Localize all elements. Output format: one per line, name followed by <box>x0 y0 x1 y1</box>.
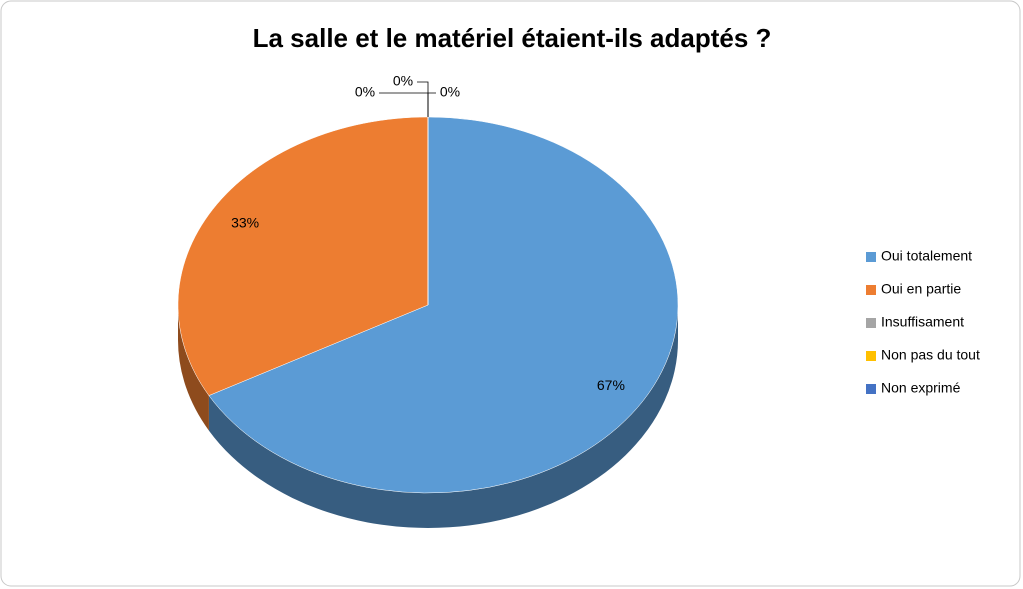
legend-swatch <box>866 351 876 361</box>
pie-slice <box>177 116 429 396</box>
pie-slice-side <box>178 305 209 431</box>
data-label: 33% <box>231 214 259 230</box>
legend-label: Oui totalement <box>881 248 972 264</box>
legend-label: Non exprimé <box>881 380 961 396</box>
legend-swatch <box>866 285 876 295</box>
data-label: 0% <box>355 84 375 100</box>
legend-swatch <box>866 318 876 328</box>
chart-title: La salle et le matériel étaient-ils adap… <box>253 23 772 53</box>
data-label: 67% <box>597 377 625 393</box>
data-label: 0% <box>440 84 460 100</box>
leader-line <box>427 92 436 117</box>
legend-swatch <box>866 252 876 262</box>
legend-label: Insuffisament <box>881 314 964 330</box>
legend-swatch <box>866 384 876 394</box>
legend-label: Non pas du tout <box>881 347 980 363</box>
pie-slice-side <box>208 305 679 528</box>
legend-label: Oui en partie <box>881 281 961 297</box>
data-label: 0% <box>393 73 413 89</box>
pie-slice <box>208 116 679 494</box>
